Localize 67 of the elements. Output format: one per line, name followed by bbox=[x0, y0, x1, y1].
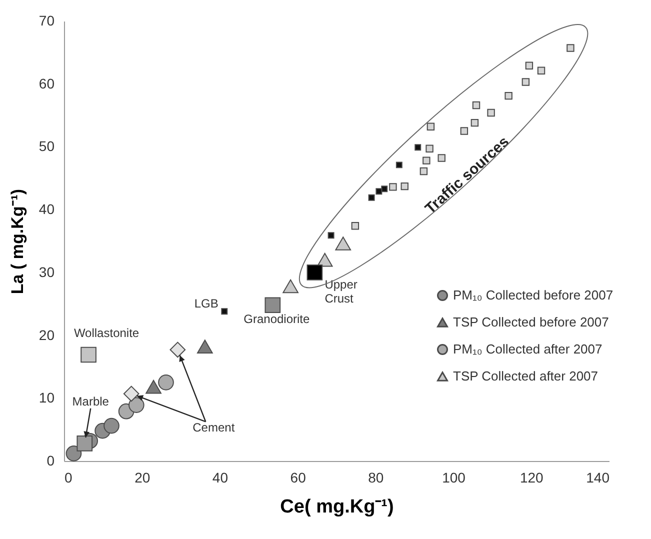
point bbox=[438, 154, 446, 162]
point bbox=[420, 167, 428, 176]
point bbox=[80, 346, 96, 363]
point bbox=[389, 183, 397, 191]
series-label: Granodiorite bbox=[244, 312, 310, 326]
x-tick-label: 80 bbox=[368, 470, 384, 486]
point bbox=[128, 397, 144, 413]
x-tick-label: 40 bbox=[212, 470, 228, 486]
series-label: Upper Crust bbox=[324, 277, 358, 306]
point bbox=[146, 380, 162, 394]
point bbox=[170, 342, 186, 358]
point bbox=[426, 122, 435, 130]
point bbox=[316, 252, 333, 267]
point bbox=[422, 156, 430, 164]
x-tick-label: 0 bbox=[64, 470, 72, 486]
y-tick-label: 40 bbox=[38, 201, 55, 218]
point bbox=[282, 279, 298, 294]
y-tick-label: 30 bbox=[38, 264, 55, 280]
point bbox=[368, 194, 375, 201]
point bbox=[76, 435, 93, 452]
point bbox=[376, 188, 382, 195]
point bbox=[537, 66, 546, 75]
point bbox=[66, 446, 82, 462]
series-label: LGB bbox=[194, 296, 218, 310]
point bbox=[158, 374, 174, 390]
point bbox=[414, 144, 422, 151]
point bbox=[460, 127, 468, 135]
point bbox=[396, 162, 402, 168]
x-axis-title: Ce( mg.Kg⁻¹) bbox=[280, 496, 394, 518]
point bbox=[426, 144, 434, 152]
point bbox=[566, 44, 574, 52]
x-tick-label: 20 bbox=[134, 470, 150, 486]
point bbox=[470, 118, 479, 127]
point bbox=[525, 62, 534, 70]
y-axis-title: La ( mg.Kg⁻¹) bbox=[8, 188, 27, 294]
point bbox=[400, 182, 408, 190]
point bbox=[504, 92, 512, 100]
annotation: Cement bbox=[192, 420, 236, 435]
point bbox=[104, 418, 120, 434]
y-tick-label: 60 bbox=[38, 75, 55, 92]
y-tick-label: 0 bbox=[46, 452, 55, 468]
point bbox=[123, 386, 140, 402]
legend-label: TSP Collected before 2007 bbox=[453, 314, 609, 330]
point bbox=[328, 232, 334, 239]
legend-label: TSP Collected after 2007 bbox=[453, 368, 598, 384]
y-tick-label: 10 bbox=[38, 390, 55, 406]
x-tick-label: 120 bbox=[520, 470, 544, 486]
point bbox=[264, 297, 281, 314]
point bbox=[306, 264, 323, 280]
x-tick-label: 60 bbox=[290, 470, 306, 486]
point bbox=[472, 101, 480, 110]
point bbox=[381, 186, 388, 192]
legend-label: PM₁₀ Collected after 2007 bbox=[453, 342, 602, 356]
point bbox=[221, 308, 228, 315]
series-label: Wollastonite bbox=[74, 326, 140, 340]
x-tick-label: 100 bbox=[442, 470, 466, 486]
point bbox=[197, 340, 213, 354]
y-tick-label: 50 bbox=[38, 138, 55, 154]
legend-label: PM₁₀ Collected before 2007 bbox=[453, 288, 614, 302]
point bbox=[335, 236, 352, 250]
point bbox=[351, 222, 360, 230]
point bbox=[487, 108, 495, 117]
annotation: Marble bbox=[72, 394, 110, 408]
y-tick-label: 70 bbox=[38, 12, 55, 28]
y-tick-label: 20 bbox=[38, 326, 55, 343]
point bbox=[522, 78, 530, 86]
x-tick-label: 140 bbox=[586, 470, 610, 486]
